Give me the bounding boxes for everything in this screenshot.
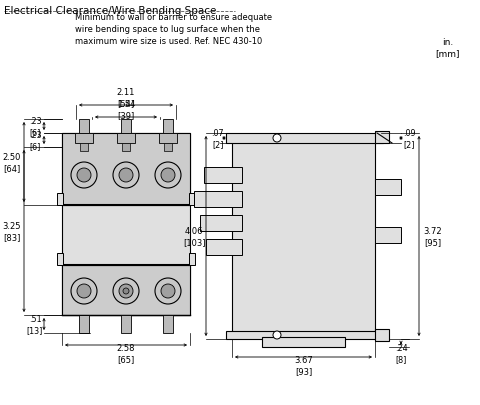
Text: 2.50
[64]: 2.50 [64] bbox=[3, 153, 21, 172]
Bar bbox=[226, 331, 383, 339]
Text: 3.25
[83]: 3.25 [83] bbox=[3, 222, 21, 241]
Text: .24
[8]: .24 [8] bbox=[395, 343, 408, 363]
Text: .23
[6]: .23 [6] bbox=[29, 131, 41, 150]
Bar bbox=[62, 134, 190, 205]
Bar bbox=[163, 120, 173, 134]
Bar bbox=[159, 134, 177, 144]
Circle shape bbox=[77, 284, 91, 298]
Bar bbox=[122, 144, 130, 151]
Bar bbox=[80, 144, 88, 151]
Bar bbox=[226, 134, 383, 144]
Text: 2.58
[65]: 2.58 [65] bbox=[117, 343, 135, 363]
Bar bbox=[121, 315, 131, 333]
Circle shape bbox=[113, 162, 139, 189]
Bar bbox=[189, 194, 195, 205]
Bar bbox=[62, 134, 190, 315]
Bar bbox=[200, 215, 242, 231]
Bar bbox=[204, 168, 242, 183]
Text: 4.06
[103]: 4.06 [103] bbox=[183, 227, 205, 246]
Text: .51
[13]: .51 [13] bbox=[27, 315, 43, 334]
Text: .23
[6]: .23 [6] bbox=[29, 117, 41, 136]
Circle shape bbox=[273, 135, 281, 143]
Text: 1.54
[39]: 1.54 [39] bbox=[117, 100, 135, 119]
Bar bbox=[75, 134, 93, 144]
Circle shape bbox=[113, 278, 139, 304]
Circle shape bbox=[161, 168, 175, 183]
Circle shape bbox=[123, 288, 129, 294]
Bar bbox=[62, 265, 190, 315]
Circle shape bbox=[119, 284, 133, 298]
Bar bbox=[232, 140, 375, 333]
Text: .07
[2]: .07 [2] bbox=[211, 129, 224, 148]
Bar bbox=[121, 120, 131, 134]
Circle shape bbox=[71, 278, 97, 304]
Bar bbox=[375, 329, 389, 341]
Bar bbox=[57, 254, 63, 265]
Circle shape bbox=[77, 168, 91, 183]
Bar bbox=[189, 254, 195, 265]
Circle shape bbox=[119, 168, 133, 183]
Text: .09
[2]: .09 [2] bbox=[403, 129, 416, 148]
Text: 2.11
[54]: 2.11 [54] bbox=[117, 88, 135, 107]
Text: Minimum to wall or barrier to ensure adequate
wire bending space to lug surface : Minimum to wall or barrier to ensure ade… bbox=[75, 13, 272, 45]
Circle shape bbox=[155, 162, 181, 189]
Bar bbox=[79, 315, 89, 333]
Bar bbox=[79, 120, 89, 134]
Text: 3.72
[95]: 3.72 [95] bbox=[424, 227, 442, 246]
Text: 3.67
[93]: 3.67 [93] bbox=[294, 356, 313, 375]
Circle shape bbox=[71, 162, 97, 189]
Bar bbox=[375, 179, 401, 196]
Bar bbox=[262, 337, 345, 347]
Bar bbox=[194, 192, 242, 207]
Bar bbox=[163, 315, 173, 333]
Bar bbox=[375, 228, 401, 243]
Circle shape bbox=[161, 284, 175, 298]
Text: Electrical Clearance/Wire Bending Space: Electrical Clearance/Wire Bending Space bbox=[4, 6, 216, 16]
Bar bbox=[57, 194, 63, 205]
Circle shape bbox=[273, 331, 281, 339]
Bar bbox=[117, 134, 135, 144]
Text: in.
[mm]: in. [mm] bbox=[436, 38, 460, 58]
Bar bbox=[206, 239, 242, 256]
Bar bbox=[375, 132, 389, 144]
Circle shape bbox=[155, 278, 181, 304]
Bar bbox=[164, 144, 172, 151]
